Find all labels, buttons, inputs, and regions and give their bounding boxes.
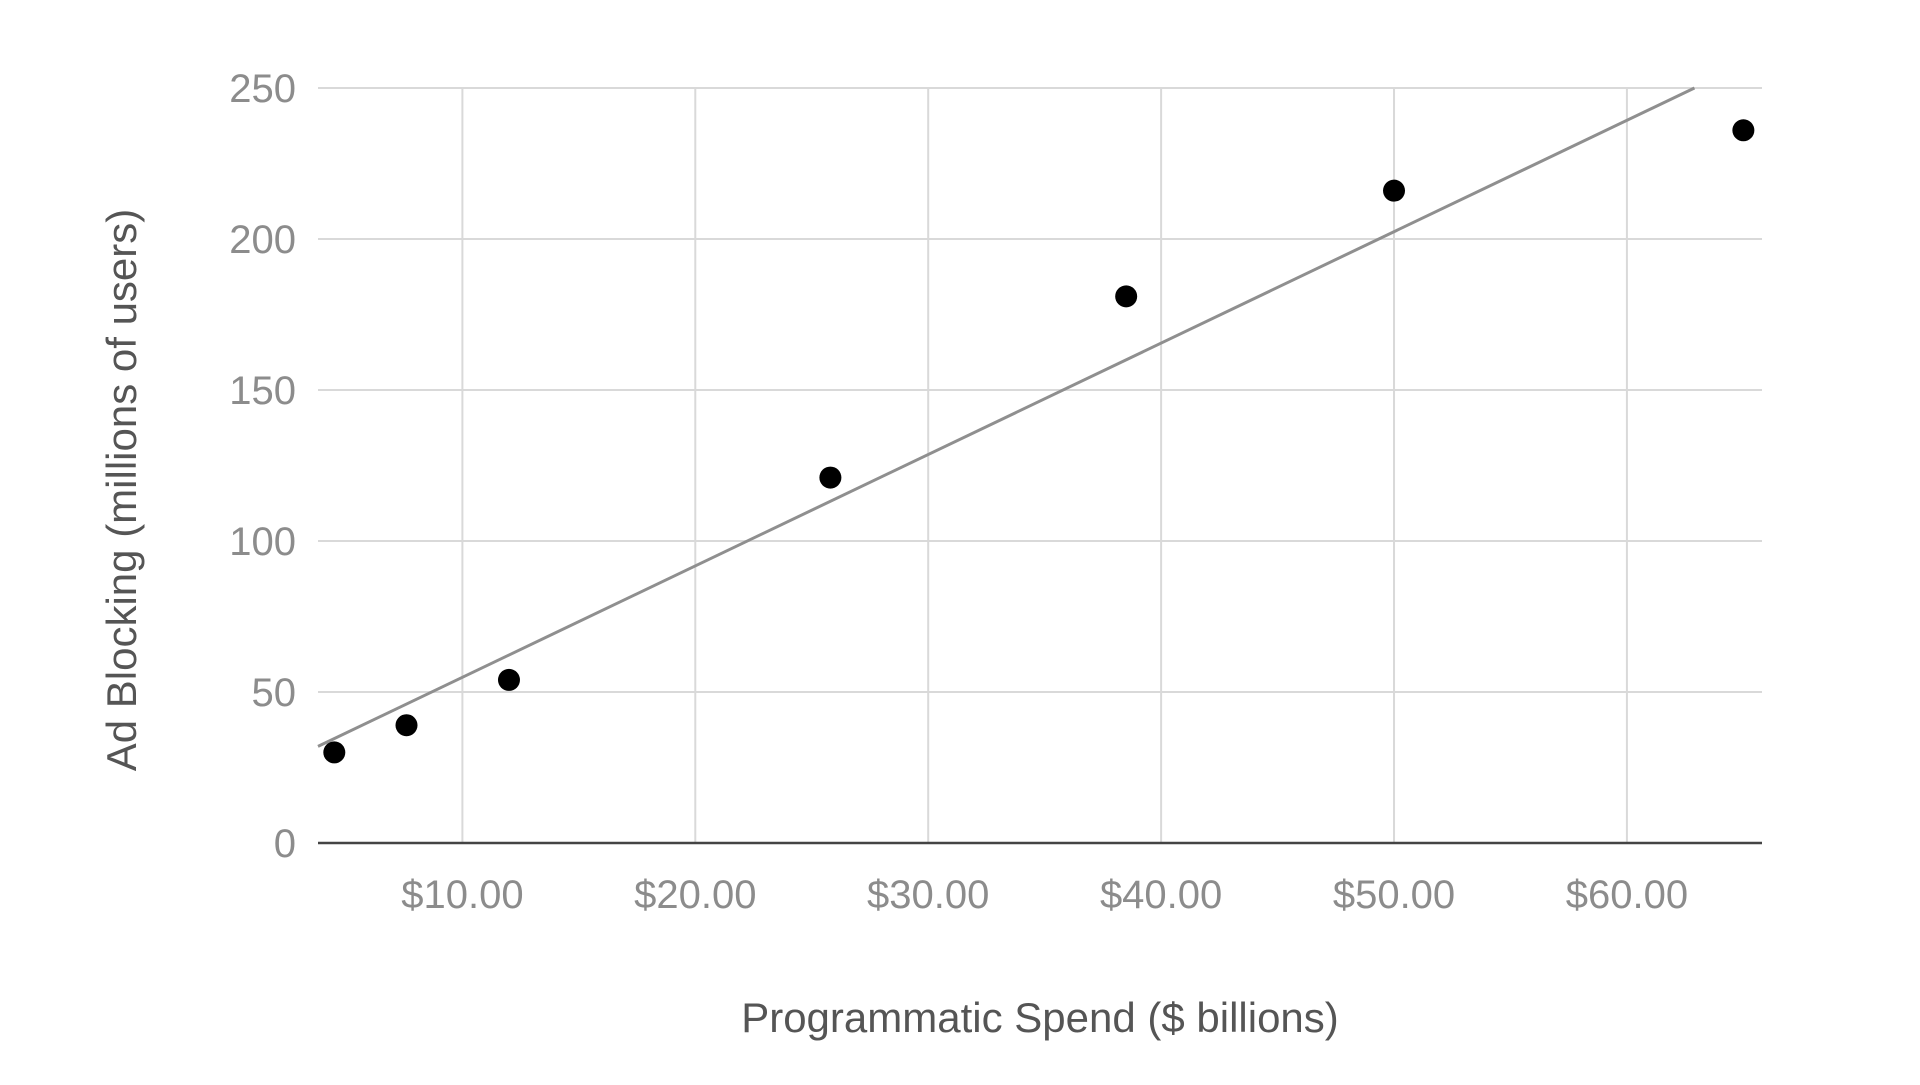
- data-point: [1383, 179, 1406, 202]
- x-tick-label: $50.00: [1333, 873, 1455, 917]
- trendline: [317, 86, 1696, 748]
- y-tick-label: 0: [274, 822, 296, 866]
- data-point: [323, 741, 346, 764]
- grid: [318, 87, 1762, 845]
- y-axis-ticks: 0 50 100 150 200 250: [229, 67, 296, 866]
- x-tick-label: $40.00: [1100, 873, 1222, 917]
- y-tick-label: 150: [229, 369, 296, 413]
- data-point: [497, 668, 520, 691]
- y-axis-title: Ad Blocking (millions of users): [98, 209, 145, 772]
- data-point: [1732, 119, 1755, 142]
- y-tick-label: 200: [229, 218, 296, 262]
- data-points: [323, 119, 1755, 764]
- data-point: [819, 466, 842, 489]
- x-tick-label: $20.00: [634, 873, 756, 917]
- data-point: [395, 714, 418, 737]
- x-tick-label: $60.00: [1566, 873, 1688, 917]
- x-tick-label: $10.00: [401, 873, 523, 917]
- trendline-layer: [317, 86, 1696, 748]
- x-tick-label: $30.00: [867, 873, 989, 917]
- y-tick-label: 250: [229, 67, 296, 111]
- y-tick-label: 50: [252, 671, 297, 715]
- data-point: [1115, 285, 1138, 308]
- y-tick-label: 100: [229, 520, 296, 564]
- x-axis-ticks: $10.00 $20.00 $30.00 $40.00 $50.00 $60.00: [401, 873, 1688, 917]
- x-axis-title: Programmatic Spend ($ billions): [741, 994, 1339, 1041]
